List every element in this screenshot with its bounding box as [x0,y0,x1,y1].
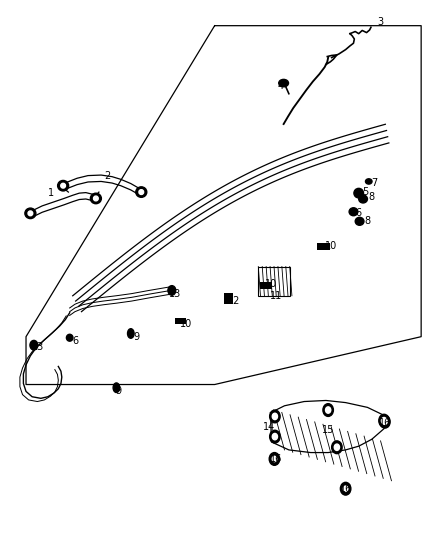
Text: 9: 9 [133,332,139,342]
Circle shape [325,407,331,413]
Bar [260,281,272,288]
Bar [258,266,290,296]
Text: 8: 8 [369,192,375,203]
Bar [175,318,186,324]
Text: 13: 13 [32,342,44,352]
Ellipse shape [127,329,134,338]
Text: 12: 12 [228,296,240,306]
Ellipse shape [136,187,147,197]
Text: 16: 16 [270,454,282,464]
Ellipse shape [139,190,144,195]
Ellipse shape [30,341,38,350]
Circle shape [334,444,339,450]
Text: 4: 4 [277,81,283,91]
Text: 16: 16 [379,418,391,429]
Text: 16: 16 [340,484,353,494]
Circle shape [343,486,348,491]
Ellipse shape [113,383,120,392]
Ellipse shape [94,196,98,201]
Circle shape [272,413,278,419]
Circle shape [383,419,387,424]
Circle shape [380,415,390,428]
Ellipse shape [359,195,367,203]
Circle shape [270,430,280,443]
Text: 10: 10 [180,319,192,329]
Ellipse shape [25,208,36,219]
Ellipse shape [279,79,289,87]
Circle shape [272,456,277,462]
Ellipse shape [90,193,101,204]
Text: 1: 1 [48,188,54,198]
Circle shape [272,433,278,440]
Bar [317,243,330,250]
Text: 5: 5 [362,187,368,197]
Text: 8: 8 [364,216,371,227]
Ellipse shape [354,188,364,198]
Circle shape [269,453,280,465]
Ellipse shape [168,286,176,295]
Text: 6: 6 [73,336,79,346]
Text: 10: 10 [325,241,337,251]
Circle shape [270,410,280,423]
Circle shape [340,482,351,495]
Text: 10: 10 [265,279,278,288]
Text: 3: 3 [378,17,384,27]
Text: 6: 6 [356,208,362,219]
Ellipse shape [28,211,33,216]
Ellipse shape [349,208,358,216]
Circle shape [381,417,387,424]
Text: 11: 11 [270,290,282,301]
Circle shape [332,441,342,454]
Ellipse shape [355,217,364,225]
Ellipse shape [67,334,73,341]
Text: 14: 14 [263,422,276,432]
Text: 2: 2 [105,171,111,181]
Bar [224,293,233,304]
Text: 13: 13 [169,289,181,299]
Text: 15: 15 [322,425,334,435]
Text: 9: 9 [116,386,122,397]
Circle shape [323,403,333,416]
Ellipse shape [365,179,372,184]
Ellipse shape [61,183,66,188]
Circle shape [379,414,389,427]
Text: 7: 7 [371,177,377,188]
Ellipse shape [58,181,69,191]
